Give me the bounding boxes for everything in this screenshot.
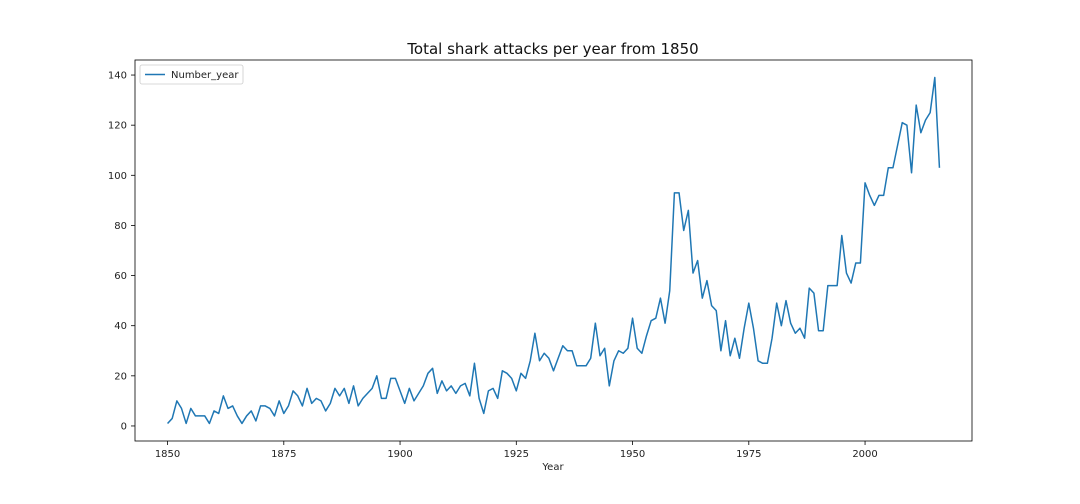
plot-frame — [134, 59, 973, 442]
series-layer — [167, 76, 941, 425]
x-tick-label: 1900 — [387, 449, 412, 460]
series-line — [167, 76, 941, 425]
x-tick-label: 2000 — [852, 449, 877, 460]
x-tick-label: 1925 — [504, 449, 529, 460]
y-tick-label: 20 — [114, 371, 127, 382]
y-tick-label: 40 — [114, 321, 127, 332]
chart-title: Total shark attacks per year from 1850 — [406, 40, 698, 58]
y-tick-label: 60 — [114, 271, 127, 282]
x-axis: 1850 1875 1900 1925 1950 1975 2000 — [155, 441, 878, 460]
x-tick-label: 1950 — [620, 449, 645, 460]
y-tick-label: 100 — [108, 171, 127, 182]
x-tick-label: 1850 — [155, 449, 180, 460]
y-tick-label: 0 — [121, 421, 127, 432]
legend-box — [139, 64, 244, 85]
y-axis: 0 20 40 60 80 100 120 140 — [108, 71, 135, 432]
y-tick-label: 120 — [108, 121, 127, 132]
y-tick-label: 80 — [114, 221, 127, 232]
x-tick-label: 1875 — [271, 449, 296, 460]
x-axis-label: Year — [541, 462, 564, 473]
x-tick-label: 1975 — [736, 449, 761, 460]
y-tick-label: 140 — [108, 71, 127, 82]
legend: Number_year — [139, 64, 244, 85]
legend-label: Number_year — [171, 70, 239, 81]
